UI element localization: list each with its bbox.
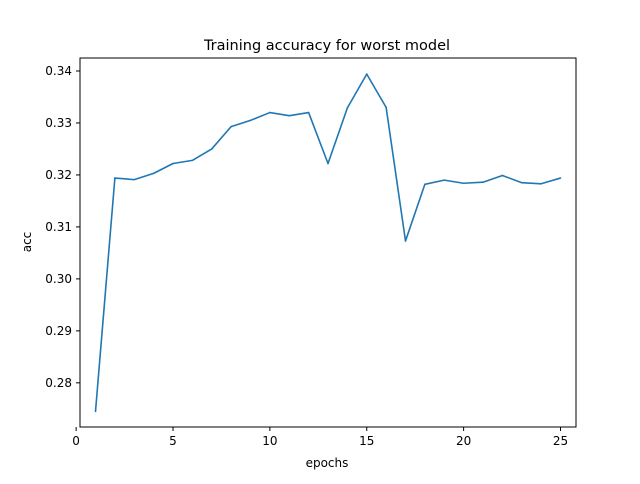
data-point xyxy=(346,107,349,109)
chart-title: Training accuracy for worst model xyxy=(203,38,450,54)
series-line xyxy=(94,73,561,412)
data-point xyxy=(307,111,310,114)
y-tick-label: 0.34 xyxy=(45,64,72,78)
data-point xyxy=(462,182,465,185)
data-point xyxy=(210,148,213,150)
x-tick-label: 5 xyxy=(169,434,177,448)
y-tick-label: 0.29 xyxy=(45,324,72,338)
data-point xyxy=(404,240,407,242)
y-axis-label: acc xyxy=(20,232,34,253)
y-tick-label: 0.30 xyxy=(45,272,72,286)
data-point xyxy=(94,410,97,413)
data-point xyxy=(501,174,504,177)
data-point xyxy=(559,177,562,179)
x-axis-label: epochs xyxy=(306,456,349,470)
data-point xyxy=(540,182,542,185)
x-tick-label: 10 xyxy=(262,434,277,448)
data-point xyxy=(288,114,291,117)
x-tick-label: 25 xyxy=(553,434,568,448)
data-point xyxy=(133,178,136,181)
plot-frame xyxy=(79,57,577,428)
data-point xyxy=(269,111,271,114)
data-point xyxy=(114,177,116,179)
data-point xyxy=(424,183,426,186)
series-layer xyxy=(94,73,562,413)
data-point xyxy=(385,106,387,109)
data-point xyxy=(152,172,155,175)
data-point xyxy=(172,162,174,165)
data-point xyxy=(443,179,446,181)
data-point xyxy=(230,125,232,128)
data-point xyxy=(365,73,368,75)
y-tick-label: 0.31 xyxy=(45,220,72,234)
data-point xyxy=(191,159,194,162)
data-point xyxy=(249,119,252,122)
data-point xyxy=(327,162,329,165)
data-point xyxy=(520,181,523,184)
x-axis-ticks: 0 5 10 15 20 25 xyxy=(72,427,568,448)
x-tick-label: 20 xyxy=(456,434,471,448)
data-point xyxy=(482,181,484,184)
y-tick-label: 0.32 xyxy=(45,168,72,182)
y-axis-ticks: 0.28 0.29 0.30 0.31 0.32 0.33 0.34 xyxy=(45,64,80,390)
x-tick-label: 0 xyxy=(72,434,80,448)
x-tick-label: 15 xyxy=(359,434,374,448)
y-tick-label: 0.28 xyxy=(45,376,72,390)
y-tick-label: 0.33 xyxy=(45,116,72,130)
